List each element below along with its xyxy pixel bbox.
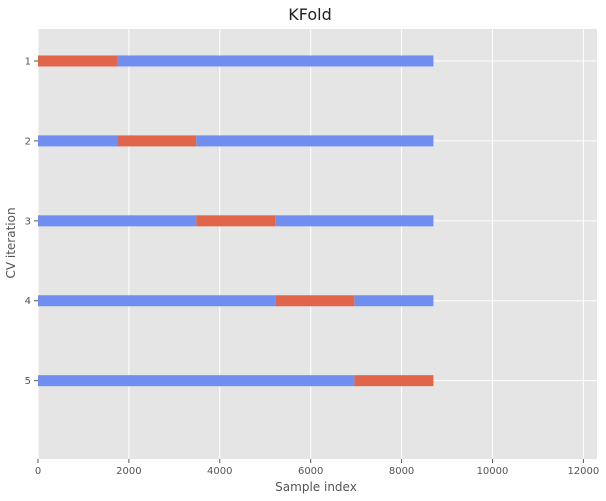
- x-tick-label: 6000: [298, 466, 323, 477]
- y-axis-label: CV iteration: [4, 207, 18, 278]
- x-tick-label: 12000: [567, 466, 599, 477]
- y-tick-label: 2: [25, 136, 31, 147]
- segment-train-iteration-1: [117, 55, 434, 67]
- segment-test-iteration-4: [275, 295, 355, 307]
- x-axis-ticks: 0 2000 4000 6000 8000 10000 12000: [35, 459, 599, 477]
- segment-train-iteration-4: [354, 295, 434, 307]
- segment-train-iteration-3: [275, 215, 434, 227]
- segment-train-iteration-2: [38, 135, 118, 147]
- x-tick-label: 8000: [389, 466, 414, 477]
- segment-train-iteration-2: [196, 135, 434, 147]
- segment-test-iteration-3: [196, 215, 276, 227]
- chart-title: KFold: [288, 5, 332, 24]
- x-tick-label: 4000: [207, 466, 232, 477]
- segment-test-iteration-2: [117, 135, 197, 147]
- x-tick-label: 0: [35, 466, 41, 477]
- segment-test-iteration-1: [38, 55, 118, 67]
- x-tick-label: 10000: [477, 466, 509, 477]
- y-tick-label: 3: [25, 216, 31, 227]
- y-tick-label: 4: [25, 296, 31, 307]
- y-axis-ticks: 1 2 3 4 5: [25, 56, 38, 387]
- x-tick-label: 2000: [116, 466, 141, 477]
- y-tick-label: 5: [25, 376, 31, 387]
- segment-test-iteration-5: [354, 375, 434, 387]
- cv-segments: [38, 55, 434, 387]
- segment-train-iteration-5: [38, 375, 355, 387]
- segment-train-iteration-4: [38, 295, 276, 307]
- x-axis-label: Sample index: [275, 480, 357, 494]
- plot-background: [38, 29, 597, 459]
- y-tick-label: 1: [25, 56, 31, 67]
- segment-train-iteration-3: [38, 215, 197, 227]
